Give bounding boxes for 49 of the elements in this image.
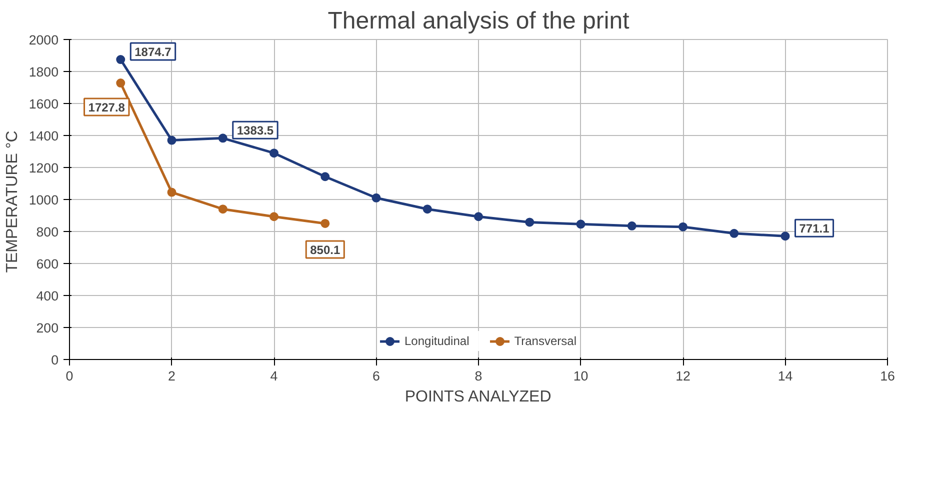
point	[270, 148, 278, 158]
point	[678, 222, 688, 232]
y-tick-label: 1400	[28, 128, 59, 144]
data-label: 1727.8	[88, 100, 126, 115]
data-label: 1874.7	[134, 45, 172, 60]
x-tick-label: 2	[168, 368, 176, 384]
x-tick-label: 16	[880, 368, 895, 384]
chart-title: Thermal analysis of the print	[328, 8, 630, 34]
point	[525, 218, 534, 227]
legend-label: Longitudinal	[404, 334, 470, 348]
y-tick-label: 200	[36, 320, 59, 336]
point	[780, 232, 790, 241]
y-tick-label: 1800	[28, 64, 59, 80]
y-tick-label: 400	[36, 288, 59, 304]
y-tick-label: 1000	[28, 192, 59, 208]
x-tick-label: 10	[573, 368, 588, 384]
point	[627, 221, 636, 230]
y-tick-label: 0	[51, 352, 59, 368]
y-tick-label: 2000	[28, 32, 59, 48]
x-tick-label: 6	[372, 368, 380, 384]
x-tick-label: 8	[474, 368, 482, 384]
point	[167, 136, 176, 145]
data-label: 850.1	[310, 242, 340, 257]
point	[372, 193, 381, 202]
data-label: 1383.5	[236, 124, 274, 138]
point	[116, 78, 126, 88]
x-tick-label: 4	[270, 368, 278, 384]
y-tick-label: 1600	[28, 96, 59, 112]
point	[218, 134, 228, 143]
legend-label: Transversal	[514, 334, 576, 348]
point	[218, 204, 228, 214]
point	[422, 204, 432, 214]
y-tick-label: 1200	[28, 160, 59, 176]
x-tick-label: 14	[778, 368, 794, 384]
point	[116, 55, 126, 64]
y-axis-title: TEMPERATURE °C	[4, 130, 21, 273]
point	[270, 212, 278, 222]
data-label: 771.1	[799, 222, 830, 236]
y-tick-label: 600	[36, 256, 59, 272]
point	[320, 172, 330, 182]
point	[730, 228, 739, 238]
x-tick-label: 12	[676, 368, 690, 384]
x-tick-label: 0	[66, 368, 74, 384]
point	[320, 218, 330, 228]
y-tick-label: 800	[36, 224, 59, 240]
point	[167, 188, 176, 197]
point	[474, 212, 483, 222]
point	[576, 220, 586, 229]
x-axis-title: POINTS ANALYZED	[404, 388, 552, 406]
